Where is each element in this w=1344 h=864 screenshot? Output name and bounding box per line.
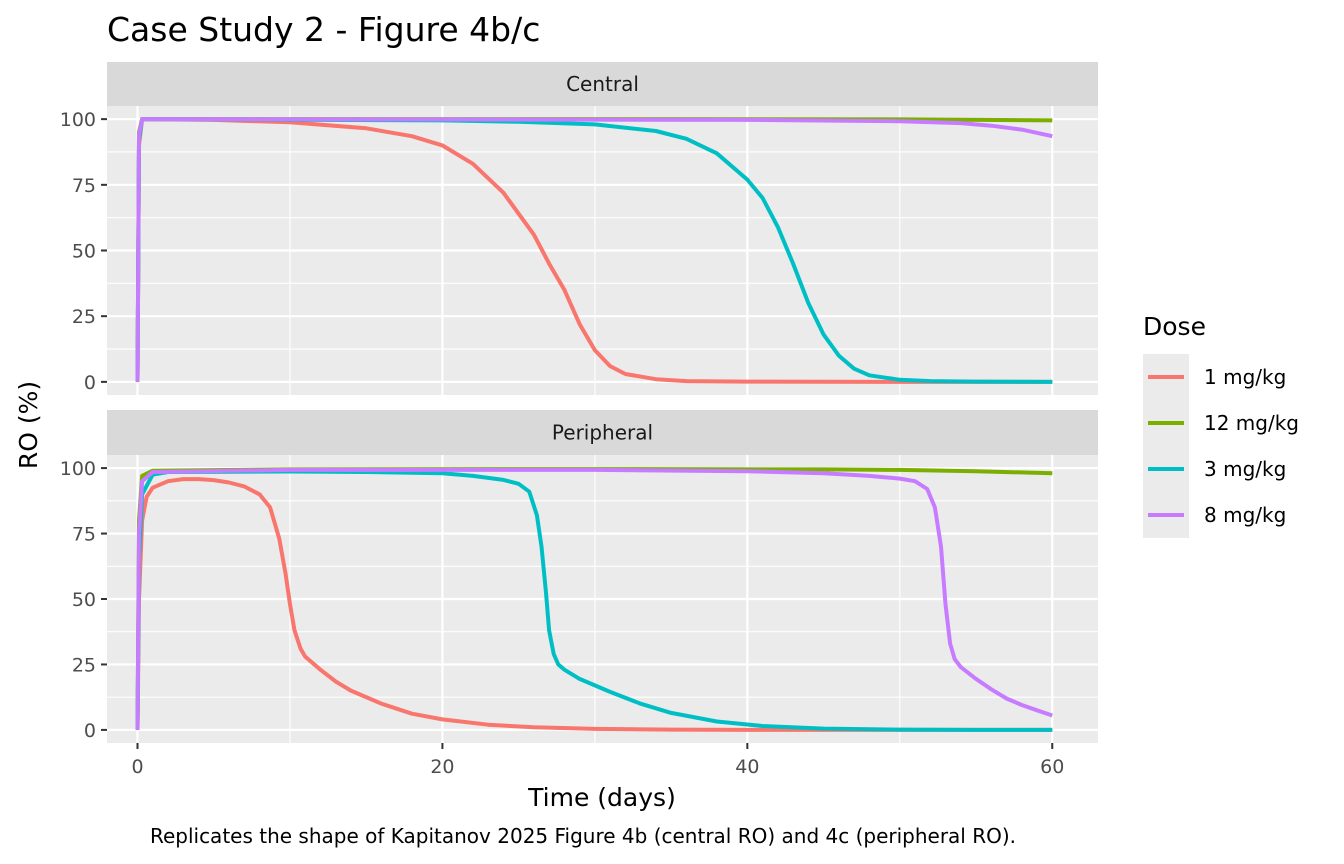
y-tick-label: 75: [72, 175, 96, 197]
y-tick-label: 100: [60, 458, 96, 480]
y-axis-label: RO (%): [14, 381, 43, 469]
panel-central: Central 0 25 50 75 100: [60, 62, 1098, 395]
legend-title: Dose: [1143, 312, 1206, 341]
legend-label: 12 mg/kg: [1204, 411, 1299, 435]
y-tick-label: 25: [72, 654, 96, 676]
facet-panels: Central 0 25 50 75 100 Peripheral 0 25 50 75 100: [60, 62, 1098, 743]
facet-strip-central: [107, 62, 1098, 106]
series-line-peripheral: [135, 477, 1053, 732]
y-tick-label: 50: [72, 241, 96, 263]
x-tick-label: 60: [1040, 756, 1064, 778]
chart-caption: Replicates the shape of Kapitanov 2025 F…: [150, 824, 1016, 848]
x-tick-label: 0: [131, 756, 143, 778]
legend: Dose 1 mg/kg 12 mg/kg 3 mg/kg 8 mg/kg: [1143, 312, 1299, 538]
x-axis-label: Time (days): [527, 783, 676, 812]
y-tick-label: 75: [72, 524, 96, 546]
x-axis: 0 20 40 60: [131, 743, 1064, 778]
y-tick-label: 0: [84, 720, 96, 742]
facet-strip-label: Peripheral: [552, 421, 653, 445]
facet-strip-peripheral: [107, 410, 1098, 455]
y-tick-label: 25: [72, 306, 96, 328]
legend-label: 3 mg/kg: [1204, 457, 1286, 481]
series-line-peripheral: [135, 467, 1053, 730]
legend-label: 1 mg/kg: [1204, 365, 1286, 389]
series-line-central: [135, 117, 1053, 382]
facet-strip-label: Central: [566, 72, 639, 96]
y-tick-label: 100: [60, 109, 96, 131]
legend-key-background: [1143, 354, 1189, 538]
y-tick-label: 0: [84, 372, 96, 394]
x-tick-label: 20: [430, 756, 454, 778]
chart-title: Case Study 2 - Figure 4b/c: [107, 10, 540, 49]
x-tick-label: 40: [735, 756, 759, 778]
y-tick-label: 50: [72, 589, 96, 611]
panel-peripheral: Peripheral 0 25 50 75 100: [60, 410, 1098, 743]
legend-label: 8 mg/kg: [1204, 503, 1286, 527]
